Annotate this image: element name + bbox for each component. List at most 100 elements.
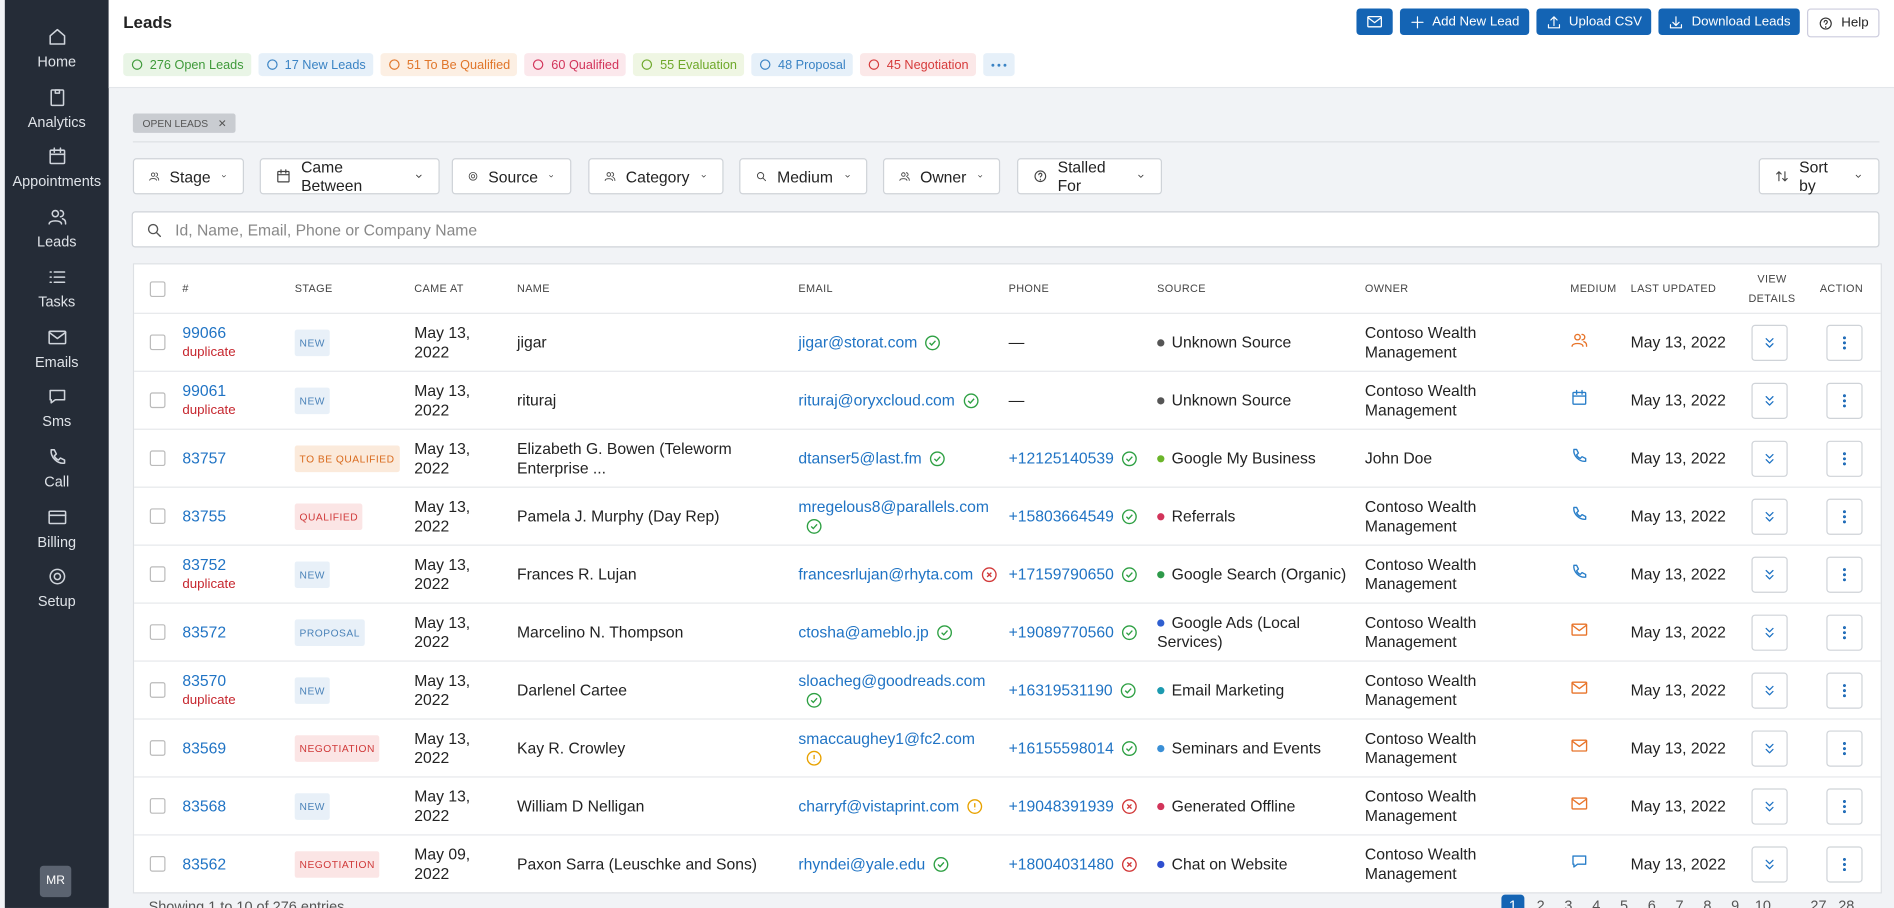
nav-item[interactable]: Analytics: [5, 87, 109, 130]
nav-item[interactable]: Home: [5, 27, 109, 70]
header-button[interactable]: Upload CSV: [1536, 8, 1652, 36]
header-button[interactable]: Help: [1807, 8, 1880, 38]
filter-dropdown[interactable]: Category: [588, 158, 724, 195]
status-tab[interactable]: 55 Evaluation: [633, 53, 745, 77]
active-filter[interactable]: OPEN LEADS ✕: [132, 113, 237, 133]
more-tabs[interactable]: [983, 53, 1015, 77]
row-checkbox[interactable]: [149, 856, 166, 872]
view-details-button[interactable]: [1751, 556, 1788, 593]
email[interactable]: dtanser5@last.fm: [798, 448, 922, 467]
row-checkbox[interactable]: [149, 566, 166, 582]
view-details-button[interactable]: [1751, 671, 1788, 709]
status-tab[interactable]: 276 Open Leads: [123, 53, 251, 77]
email[interactable]: rituraj@oryxcloud.com: [798, 390, 955, 409]
page-link[interactable]: ...: [1784, 897, 1797, 908]
email[interactable]: jigar@storat.com: [798, 332, 918, 351]
nav-item[interactable]: Billing: [5, 507, 109, 550]
email[interactable]: charryf@vistaprint.com: [798, 796, 960, 815]
page-link[interactable]: 4: [1592, 897, 1601, 908]
header-button[interactable]: Add New Lead: [1399, 8, 1530, 36]
lead-id[interactable]: 83755: [182, 506, 227, 525]
status-tab[interactable]: 51 To Be Qualified: [380, 53, 518, 77]
page-link[interactable]: 2: [1536, 897, 1545, 908]
row-checkbox[interactable]: [149, 682, 166, 698]
lead-id[interactable]: 83562: [182, 854, 227, 873]
filter-dropdown[interactable]: Owner: [882, 158, 1001, 195]
filter-dropdown[interactable]: Stalled For: [1017, 158, 1162, 195]
nav-item[interactable]: Call: [5, 447, 109, 490]
phone[interactable]: +16155598014: [1008, 738, 1114, 757]
nav-item[interactable]: Leads: [5, 207, 109, 250]
row-checkbox[interactable]: [149, 508, 166, 525]
nav-item[interactable]: Emails: [5, 327, 109, 370]
action-button[interactable]: [1826, 729, 1863, 767]
search-box[interactable]: Id, Name, Email, Phone or Company Name: [131, 211, 1880, 248]
action-button[interactable]: [1826, 556, 1863, 593]
lead-id[interactable]: 83570: [182, 670, 227, 689]
remove-icon[interactable]: ✕: [217, 116, 227, 129]
action-button[interactable]: [1826, 613, 1863, 651]
filter-dropdown[interactable]: Stage: [132, 158, 244, 195]
phone[interactable]: +16319531190: [1008, 680, 1113, 699]
action-button[interactable]: [1826, 671, 1863, 709]
status-tab[interactable]: 17 New Leads: [258, 53, 373, 77]
lead-id[interactable]: 83569: [182, 738, 227, 757]
view-details-button[interactable]: [1751, 324, 1788, 361]
page-link[interactable]: 28: [1838, 897, 1855, 908]
row-checkbox[interactable]: [149, 798, 166, 814]
filter-dropdown[interactable]: Source: [451, 158, 572, 195]
page-link[interactable]: 5: [1619, 897, 1629, 908]
action-button[interactable]: [1826, 498, 1863, 535]
lead-id[interactable]: 83757: [182, 448, 227, 467]
header-button[interactable]: Download Leads: [1658, 8, 1801, 36]
filter-dropdown[interactable]: Came Between: [259, 158, 440, 195]
status-tab[interactable]: 45 Negotiation: [860, 53, 976, 77]
page-link[interactable]: 10: [1754, 897, 1771, 908]
page-link[interactable]: 9: [1731, 897, 1740, 908]
sort-dropdown[interactable]: Sort by: [1758, 158, 1880, 195]
action-button[interactable]: [1826, 787, 1863, 825]
view-details-button[interactable]: [1751, 440, 1788, 477]
view-details-button[interactable]: [1751, 845, 1788, 883]
row-checkbox[interactable]: [149, 740, 166, 756]
row-checkbox[interactable]: [149, 624, 166, 640]
phone[interactable]: +15803664549: [1008, 506, 1114, 525]
row-checkbox[interactable]: [149, 334, 166, 351]
action-button[interactable]: [1826, 324, 1863, 361]
action-button[interactable]: [1826, 845, 1863, 883]
page-link[interactable]: 7: [1675, 897, 1684, 908]
view-details-button[interactable]: [1751, 382, 1788, 419]
phone[interactable]: +17159790650: [1008, 564, 1114, 583]
view-details-button[interactable]: [1751, 498, 1788, 535]
nav-item[interactable]: Appointments: [5, 147, 109, 190]
lead-id[interactable]: 83752: [182, 554, 227, 573]
nav-item[interactable]: Tasks: [5, 267, 109, 310]
view-details-button[interactable]: [1751, 787, 1788, 825]
action-button[interactable]: [1826, 440, 1863, 477]
action-button[interactable]: [1826, 382, 1863, 419]
lead-id[interactable]: 83568: [182, 796, 227, 815]
phone[interactable]: +12125140539: [1008, 448, 1114, 467]
select-all[interactable]: [149, 280, 166, 297]
page-link[interactable]: 8: [1703, 897, 1712, 908]
view-details-button[interactable]: [1751, 613, 1788, 651]
phone[interactable]: +19048391939: [1008, 796, 1114, 815]
phone[interactable]: +18004031480: [1008, 854, 1114, 873]
status-tab[interactable]: 60 Qualified: [524, 53, 627, 77]
phone[interactable]: +19089770560: [1008, 622, 1114, 641]
page-link[interactable]: 1: [1501, 894, 1525, 908]
email[interactable]: ctosha@ameblo.jp: [798, 622, 929, 641]
nav-item[interactable]: Setup: [5, 567, 109, 610]
page-link[interactable]: 27: [1810, 897, 1827, 908]
email[interactable]: smaccaughey1@fc2.com: [798, 728, 975, 747]
page-link[interactable]: 6: [1647, 897, 1656, 908]
nav-item[interactable]: Sms: [5, 387, 109, 430]
view-details-button[interactable]: [1751, 729, 1788, 767]
row-checkbox[interactable]: [149, 450, 166, 467]
email[interactable]: rhyndei@yale.edu: [798, 854, 926, 873]
lead-id[interactable]: 83572: [182, 622, 227, 641]
email[interactable]: sloacheg@goodreads.com: [798, 670, 986, 689]
email-button[interactable]: [1356, 8, 1393, 36]
email[interactable]: francesrlujan@rhyta.com: [798, 564, 974, 583]
page-link[interactable]: 3: [1564, 897, 1573, 908]
